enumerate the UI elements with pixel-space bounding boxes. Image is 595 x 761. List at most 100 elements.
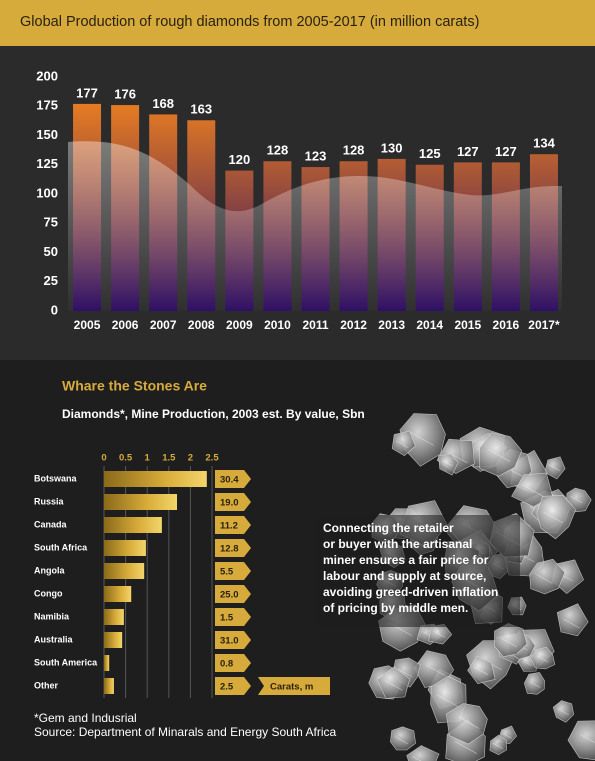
y-tick-label: 25 [44,273,58,288]
y-tick-label: Russia [34,496,65,506]
diamond [536,494,576,540]
x-tick-label: 2014 [416,318,443,332]
carat-label: 30.4 [220,475,239,486]
x-tick-label: 2011 [302,318,328,332]
facet [398,669,413,678]
x-tick-label: 2 [188,453,193,464]
x-tick-label: 0.5 [119,453,133,464]
stones-chart: 0 0.5 1 1.5 2 2.5 Botswana 30.4 Russia 19.0 Canada… [34,453,330,698]
diamond [445,703,488,745]
carat-label: 12.8 [220,544,239,555]
y-tick-label: 200 [36,68,58,83]
diamond [489,734,507,756]
chart-title: Global Production of rough diamonds from… [20,14,479,30]
diamond [479,432,523,477]
carat-label: 1.5 [220,613,234,624]
y-tick-label: 50 [44,244,58,259]
y-tick-label: Botswana [34,473,78,483]
bar [104,540,146,556]
y-tick-label: South America [34,657,98,667]
side-text-line: or buyer with the artisanal [323,537,472,551]
diamond [390,726,416,751]
carat-label: 11.2 [220,521,238,532]
side-text-line: avoiding greed-driven inflation [323,585,498,599]
header-band [0,0,595,46]
x-tick-label: 1.5 [162,453,176,464]
carat-badge [215,562,251,580]
y-tick-label: Australia [34,634,74,644]
facet [454,741,478,754]
facet [446,451,468,464]
carat-label: 25.0 [220,590,239,601]
diamond [523,672,545,695]
side-text-line: labour and supply at source, [323,569,486,583]
bar [104,655,110,671]
diamond [438,453,459,476]
facet [500,637,517,647]
bar [104,494,178,510]
carat-badge [215,608,251,626]
value-label: 128 [267,143,289,158]
bar [104,563,145,579]
facet [557,708,569,715]
facet [488,449,511,462]
x-tick-label: 2017* [528,318,560,332]
facet [548,464,561,472]
y-tick-label: Angola [34,565,65,575]
diamond [567,720,595,761]
facet [473,666,489,676]
facet [395,440,409,448]
x-tick-label: 2005 [74,318,101,332]
side-text: Connecting the retailer or buyer with the… [323,521,498,615]
y-tick-label: South Africa [34,542,88,552]
diamond [493,623,528,658]
diamond [530,646,556,670]
footnote: Source: Department of Minarals and Energ… [34,725,336,739]
text-box [315,515,520,627]
bar [104,471,207,487]
carat-label: 5.5 [220,567,234,578]
facet [385,680,403,691]
value-label: 120 [228,152,250,167]
diamond [406,745,440,761]
facet [433,630,446,638]
carat-badge [215,539,251,557]
wave-overlay [68,141,562,311]
x-tick-label: 2009 [226,318,253,332]
y-tick-label: 150 [36,127,58,142]
footnote: *Gem and Indusrial [34,711,137,725]
carat-badge [215,654,251,672]
value-label: 176 [114,87,136,102]
facet [409,431,434,446]
x-tick-label: 2007 [150,318,177,332]
value-label: 125 [419,146,441,161]
facet [534,573,553,584]
carat-label: 31.0 [220,636,239,647]
y-tick-label: 75 [44,215,58,230]
facet [536,655,549,663]
section-title: Whare the Stones Are [62,378,207,394]
carat-label: 19.0 [220,498,239,509]
x-tick-label: 2.5 [205,453,219,464]
value-label: 130 [381,140,403,155]
carat-badge [215,470,251,488]
carat-label: 2.5 [220,682,234,693]
facet [570,496,583,504]
x-tick-label: 0 [101,453,106,464]
y-tick-label: Congo [34,588,63,598]
facet [441,459,453,467]
facet [529,681,541,688]
y-tick-label: 125 [36,156,58,171]
diamond [399,413,446,467]
facet [394,736,408,745]
carat-badge [215,585,251,603]
bar [104,632,123,648]
facet [542,511,563,524]
x-tick-label: 2010 [264,318,291,332]
section-subtitle: Diamonds*, Mine Production, 2003 est. By… [62,407,365,421]
x-tick-label: 1 [145,453,151,464]
value-label: 177 [76,85,98,100]
carat-badge [215,677,251,695]
facet [492,742,504,750]
